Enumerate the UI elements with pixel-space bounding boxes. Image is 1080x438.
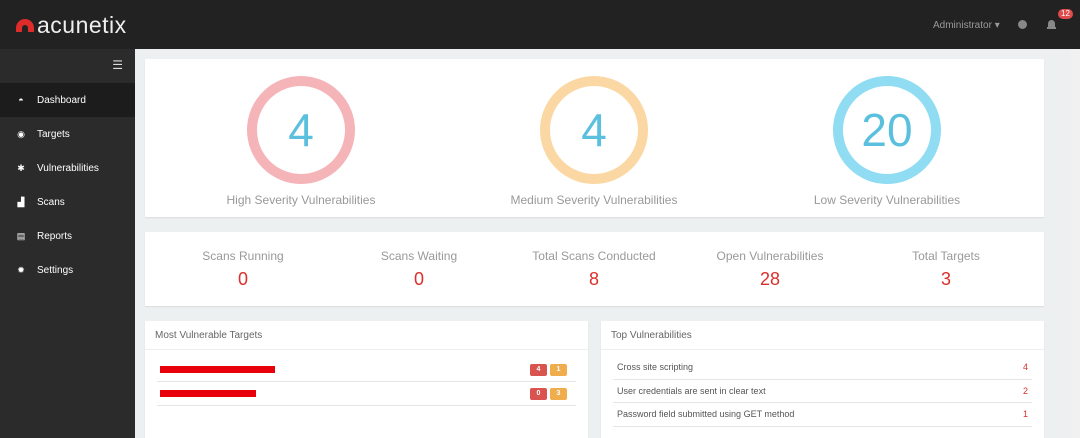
stat-scans-running: Scans Running 0 [158,249,328,290]
notification-badge: 12 [1058,9,1073,19]
stat-label: Total Targets [912,249,980,263]
vulnerability-row[interactable]: User credentials are sent in clear text 2 [613,380,1032,403]
vulnerability-name: Password field submitted using GET metho… [617,409,795,420]
sidebar-item-settings[interactable]: ✹ Settings [0,253,135,287]
stat-value: 3 [940,269,951,289]
bell-dome [1048,20,1055,28]
low-severity-ring[interactable]: 20 [833,76,941,184]
nav-label: Targets [37,128,70,140]
medium-severity-label: Medium Severity Vulnerabilities [510,193,678,207]
user-menu[interactable]: Administrator ▾ [933,20,1000,31]
help-icon[interactable] [1018,20,1027,29]
high-severity-ring[interactable]: 4 [247,76,355,184]
nav-label: Reports [37,230,73,242]
file-icon: ▤ [16,230,26,241]
nav-label: Settings [37,264,74,276]
gauge-icon: ◓ [18,95,24,105]
vulnerability-count: 1 [1022,409,1028,420]
high-severity-label: High Severity Vulnerabilities [226,193,376,207]
sidebar-toggle[interactable]: ☰ [0,49,135,83]
bell-icon[interactable] [1047,20,1056,30]
stat-total-scans: Total Scans Conducted 8 [509,249,679,290]
stat-label: Scans Waiting [380,249,458,263]
bell-rim [1047,27,1056,29]
stat-label: Open Vulnerabilities [716,249,824,263]
sidebar-item-scans[interactable]: ▟ Scans [0,185,135,219]
top-vulnerabilities-panel: Top Vulnerabilities Cross site scripting… [601,321,1044,438]
stat-label: Scans Running [202,249,284,263]
menu-toggle-icon: ☰ [112,58,123,72]
target-icon: ◉ [17,128,25,139]
nav-label: Scans [37,196,65,208]
stats-panel: Scans Running 0 Scans Waiting 0 Total Scan… [145,232,1044,306]
logo-icon [16,19,34,32]
vulnerability-row[interactable]: Cross site scripting 4 [613,356,1032,380]
stat-total-targets: Total Targets 3 [861,249,1031,290]
brand-name: acunetix [37,12,127,38]
high-count-badge: 4 [530,364,547,376]
gear-icon: ✹ [17,264,25,275]
stat-value: 8 [588,269,599,289]
page-scrollbar[interactable] [1070,49,1080,438]
redacted-target [160,366,275,373]
stat-value: 28 [759,269,781,289]
chart-icon: ▟ [17,196,25,207]
stat-scans-waiting: Scans Waiting 0 [334,249,504,290]
low-severity-label: Low Severity Vulnerabilities [813,193,961,207]
vulnerability-count: 4 [1022,362,1028,373]
severity-panel: 4 High Severity Vulnerabilities 4 Medium… [145,59,1044,217]
medium-count-badge: 1 [550,364,567,376]
panel-title: Top Vulnerabilities [601,321,1044,350]
high-count-badge: 0 [530,388,547,400]
stat-value: 0 [413,269,424,289]
sidebar-item-vulnerabilities[interactable]: ✱ Vulnerabilities [0,151,135,185]
acunetix-logo[interactable]: acunetix [16,12,127,39]
sidebar-item-reports[interactable]: ▤ Reports [0,219,135,253]
top-bar: acunetix Administrator ▾ 12 [0,0,1080,49]
vulnerability-name: Cross site scripting [617,362,694,373]
vulnerability-count: 2 [1022,385,1028,396]
stat-label: Total Scans Conducted [532,249,656,263]
nav-label: Vulnerabilities [37,162,99,174]
nav-label: Dashboard [37,94,86,106]
user-name: Administrator [933,20,992,31]
sidebar: ☰ ◓ Dashboard ◉ Targets ✱ Vulnerabilities ▟… [0,49,135,438]
caret-down-icon: ▾ [994,20,1000,31]
medium-severity-ring[interactable]: 4 [540,76,648,184]
stat-open-vulnerabilities: Open Vulnerabilities 28 [685,249,855,290]
medium-count-badge: 3 [550,388,567,400]
redacted-target [160,390,256,397]
sidebar-item-targets[interactable]: ◉ Targets [0,117,135,151]
panel-title: Most Vulnerable Targets [145,321,588,350]
vulnerability-name: User credentials are sent in clear text [617,385,766,396]
bug-icon: ✱ [17,162,25,173]
sidebar-item-dashboard[interactable]: ◓ Dashboard [0,83,135,117]
stat-value: 0 [237,269,248,289]
vulnerability-row[interactable]: Password field submitted using GET metho… [613,403,1032,427]
